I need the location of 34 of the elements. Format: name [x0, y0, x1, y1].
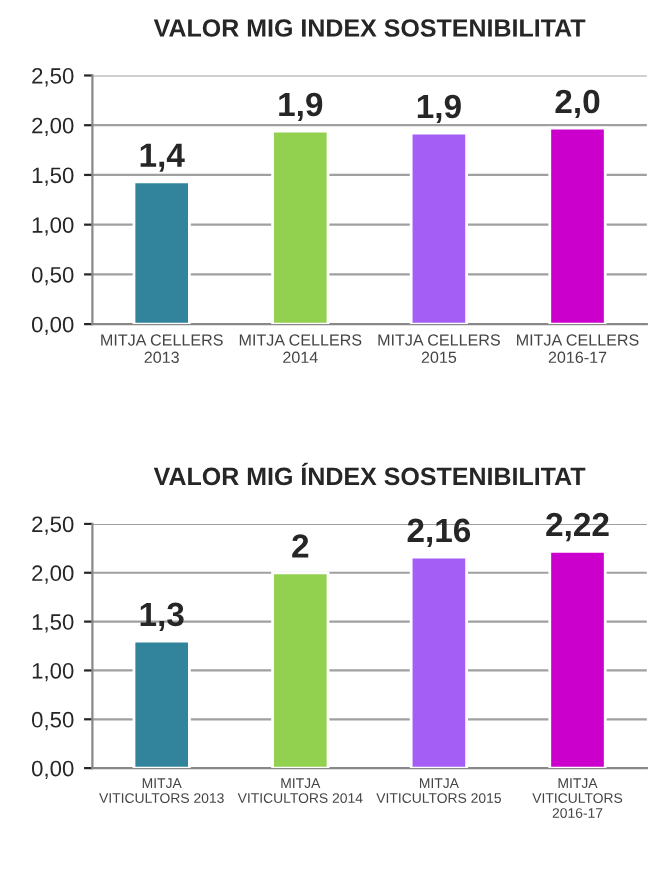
data-label: 2,22: [546, 512, 609, 542]
y-tick-label: 0,00: [31, 760, 74, 780]
y-tick-label: 1,50: [32, 614, 74, 633]
bar: [409, 555, 469, 769]
bar: [132, 180, 191, 325]
y-tick-label: 0,50: [31, 711, 74, 731]
x-tick-label: MITJA CELLERS 2015: [378, 334, 500, 364]
data-label: 2,0: [555, 89, 600, 119]
y-tick-label: 1,00: [32, 217, 74, 236]
bar: [548, 126, 607, 325]
bar: [271, 129, 330, 325]
x-tick-label: MITJA CELLERS 2013: [101, 334, 223, 364]
x-tick-label: MITJA CELLERS 2016-17: [517, 334, 639, 364]
y-tick-label: 2,50: [32, 68, 74, 87]
bar: [132, 639, 191, 769]
y-tick-label: 2,00: [32, 565, 74, 584]
y-tick-label: 1,00: [32, 662, 74, 682]
x-tick-label: MITJA CELLERS 2014: [239, 334, 362, 364]
data-label: 1,9: [417, 94, 461, 124]
y-tick-label: 2,00: [32, 117, 74, 137]
data-label: 1,3: [140, 602, 184, 632]
data-label: 1,9: [279, 92, 323, 122]
data-label: 2: [292, 534, 309, 558]
bar: [548, 549, 607, 769]
y-tick-label: 2,50: [32, 516, 74, 535]
y-tick-label: 0,50: [31, 266, 74, 286]
y-tick-label: 1,50: [32, 167, 74, 186]
bar: [409, 131, 469, 325]
data-label: 2,16: [407, 518, 471, 548]
bar: [271, 571, 330, 769]
chart-title: VALOR MIG INDEX SOSTENIBILITAT: [153, 19, 586, 37]
data-label: 1,4: [140, 143, 185, 172]
y-tick-label: 0,00: [31, 316, 74, 336]
chart-title: VALOR MIG ÍNDEX SOSTENIBILITAT: [153, 462, 586, 486]
